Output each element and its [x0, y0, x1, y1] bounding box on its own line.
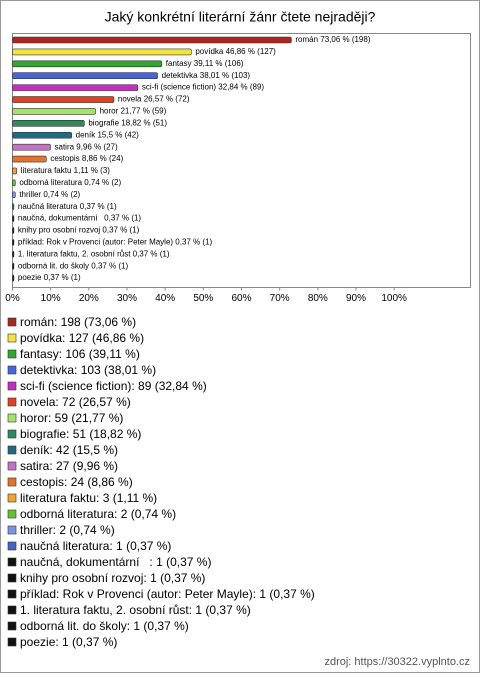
bar: [12, 131, 72, 139]
bar-label: fantasy 39,11 % (106): [166, 59, 244, 68]
legend-swatch: [7, 573, 17, 583]
legend-swatch: [7, 509, 17, 519]
bar-label: odborná lit. do školy 0,37 % (1): [18, 261, 129, 270]
legend-swatch: [7, 493, 17, 503]
legend-swatch: [7, 445, 17, 455]
legend-label: knihy pro osobní rozvoj: 1 (0,37 %): [20, 571, 205, 585]
legend-label: sci-fi (science fiction): 89 (32,84 %): [20, 379, 207, 393]
bar: [12, 36, 292, 44]
legend-swatch: [7, 365, 17, 375]
legend-label: povídka: 127 (46,86 %): [20, 331, 144, 345]
bar-label: satira 9,96 % (27): [55, 142, 118, 151]
bar: [12, 167, 18, 175]
bar-label: román 73,06 % (198): [295, 35, 370, 44]
x-tick-label: 0%: [5, 293, 20, 304]
legend-swatch: [7, 589, 17, 599]
bar-label: 1. literatura faktu, 2. osobní růst 0,37…: [18, 249, 170, 258]
x-tick-label: 100%: [381, 293, 407, 304]
bar-label: poezie 0,37 % (1): [18, 273, 81, 282]
legend-label: příklad: Rok v Provenci (autor: Peter Ma…: [20, 587, 315, 601]
bar-label: literatura faktu 1,11 % (3): [21, 166, 111, 175]
bar-label: deník 15,5 % (42): [76, 130, 139, 139]
legend-label: fantasy: 106 (39,11 %): [20, 347, 140, 361]
bar: [12, 72, 158, 80]
legend-label: poezie: 1 (0,37 %): [20, 635, 117, 649]
bar: [12, 155, 47, 163]
bar-label: naučná, dokumentární 0,37 % (1): [18, 214, 142, 223]
legend-label: 1. literatura faktu, 2. osobní růst: 1 (…: [20, 603, 251, 617]
x-tick-label: 70%: [270, 293, 290, 304]
bar: [12, 250, 15, 258]
bar-label: sci-fi (science fiction) 32,84 % (89): [142, 83, 265, 92]
x-tick-label: 30%: [117, 293, 137, 304]
bar: [12, 143, 51, 151]
bar-label: odborná literatura 0,74 % (2): [19, 178, 121, 187]
bar: [12, 191, 16, 199]
legend-swatch: [7, 381, 17, 391]
bar-label: biografie 18,82 % (51): [88, 118, 167, 127]
bar-label: cestopis 8,86 % (24): [50, 154, 123, 163]
bar: [12, 215, 15, 222]
bar: [12, 84, 139, 91]
legend-label: literatura faktu: 3 (1,11 %): [20, 491, 157, 505]
x-tick-label: 10%: [41, 293, 61, 304]
bar-label: příklad: Rok v Provenci (autor: Peter Ma…: [18, 237, 213, 246]
bar: [12, 48, 192, 56]
x-tick-label: 90%: [346, 293, 366, 304]
x-tick-label: 20%: [79, 293, 99, 304]
bar: [12, 262, 15, 270]
legend-swatch: [7, 525, 17, 535]
legend-label: novela: 72 (26,57 %): [20, 395, 131, 409]
legend-label: thriller: 2 (0,74 %): [20, 523, 115, 537]
x-tick-label: 40%: [155, 293, 175, 304]
legend-swatch: [7, 413, 17, 423]
x-tick-label: 80%: [308, 293, 328, 304]
legend-label: cestopis: 24 (8,86 %): [20, 475, 133, 489]
legend-label: biografie: 51 (18,82 %): [20, 427, 141, 441]
legend-label: odborná literatura: 2 (0,74 %): [20, 507, 176, 521]
legend-swatch: [7, 461, 17, 471]
legend-swatch: [7, 429, 17, 439]
legend-swatch: [7, 557, 17, 567]
bar-label: povídka 46,86 % (127): [195, 47, 276, 56]
bar-label: thriller 0,74 % (2): [19, 190, 80, 199]
bar-label: horor 21,77 % (59): [100, 107, 167, 116]
bar: [12, 120, 85, 127]
chart-title: Jaký konkrétní literární žánr čtete nejr…: [105, 9, 376, 25]
legend-label: detektivka: 103 (38,01 %): [20, 363, 156, 377]
legend-swatch: [7, 621, 17, 631]
bar: [12, 96, 115, 103]
bar: [12, 239, 15, 246]
legend-label: naučná, dokumentární : 1 (0,37 %): [20, 555, 211, 569]
legend-swatch: [7, 605, 17, 615]
source: zdroj: https://30322.vyplnto.cz: [324, 656, 470, 668]
legend-swatch: [7, 333, 17, 343]
bar: [12, 179, 16, 187]
x-tick-label: 60%: [231, 293, 251, 304]
bar: [12, 108, 96, 115]
bar: [12, 274, 15, 282]
legend-swatch: [7, 541, 17, 551]
bar-label: detektivka 38,01 % (103): [162, 71, 251, 80]
bar-label: knihy pro osobní rozvoj 0,37 % (1): [18, 226, 140, 235]
legend-label: naučná literatura: 1 (0,37 %): [20, 539, 171, 553]
legend-label: román: 198 (73,06 %): [20, 315, 136, 329]
bar-label: novela 26,57 % (72): [118, 95, 190, 104]
bar: [12, 227, 15, 234]
legend-label: odborná lit. do školy: 1 (0,37 %): [20, 619, 189, 633]
x-tick-label: 50%: [193, 293, 213, 304]
legend-swatch: [7, 349, 17, 359]
legend-swatch: [7, 477, 17, 487]
bar: [12, 203, 15, 210]
legend-label: horor: 59 (21,77 %): [20, 411, 123, 425]
legend-swatch: [7, 397, 17, 407]
legend-label: satira: 27 (9,96 %): [20, 459, 118, 473]
bar-label: naučná literatura 0,37 % (1): [18, 202, 117, 211]
legend-label: deník: 42 (15,5 %): [20, 443, 118, 457]
legend-swatch: [7, 317, 17, 327]
bar: [12, 60, 163, 68]
legend-swatch: [7, 637, 17, 647]
